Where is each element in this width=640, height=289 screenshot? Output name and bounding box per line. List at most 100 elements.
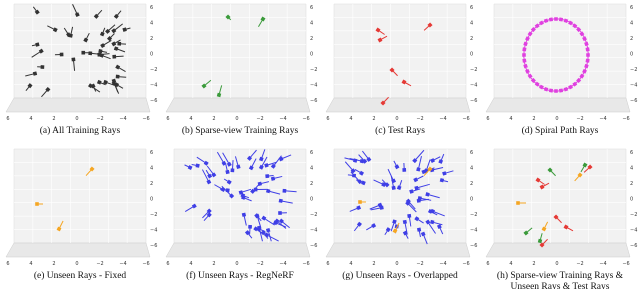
x-tick-label: −6: [462, 261, 469, 267]
camera: [584, 41, 589, 47]
camera: [539, 242, 545, 248]
camera: [539, 184, 545, 190]
x-tick-label: 6: [486, 261, 489, 267]
camera: [240, 193, 246, 198]
x-tick-label: 4: [189, 116, 192, 122]
z-tick-label: 0: [470, 52, 473, 58]
z-tick-label: 2: [470, 181, 473, 187]
z-tick-label: 6: [150, 5, 153, 11]
camera: [547, 167, 553, 173]
z-tick-label: 4: [310, 21, 313, 27]
camera: [100, 43, 106, 49]
camera: [572, 81, 578, 87]
z-tick-label: 4: [630, 21, 633, 27]
camera: [541, 226, 547, 232]
camera: [98, 49, 103, 54]
x-tick-label: 6: [6, 261, 9, 267]
ray: [260, 156, 268, 168]
camera: [522, 53, 526, 57]
camera: [195, 163, 200, 168]
ray: [113, 80, 119, 93]
z-tick-label: 6: [630, 150, 633, 156]
camera: [523, 41, 528, 47]
x-tick-label: 6: [6, 116, 9, 122]
ray: [414, 149, 425, 161]
z-tick-label: 4: [630, 166, 633, 172]
x-tick-label: −2: [416, 116, 423, 122]
camera: [389, 67, 395, 73]
ray: [369, 204, 381, 210]
z-tick-label: 4: [150, 166, 153, 172]
camera: [523, 230, 529, 236]
ray: [72, 4, 78, 15]
floor: [325, 97, 471, 113]
camera: [568, 20, 573, 26]
camera: [436, 224, 442, 229]
z-tick-label: 2: [150, 181, 153, 187]
camera: [392, 219, 397, 224]
z-tick-label: 6: [630, 5, 633, 11]
x-tick-label: 2: [52, 116, 55, 122]
z-tick-label: 2: [470, 36, 473, 42]
camera: [32, 71, 38, 76]
camera: [358, 200, 362, 204]
camera: [236, 164, 241, 169]
x-tick-label: −6: [622, 116, 629, 122]
camera: [253, 187, 258, 192]
floor: [325, 242, 471, 258]
camera: [248, 224, 252, 229]
caption: (a) All Training Rays: [40, 125, 121, 136]
camera: [582, 68, 587, 74]
camera: [350, 168, 356, 174]
camera: [201, 83, 207, 89]
camera: [362, 158, 368, 164]
ray: [344, 161, 354, 172]
camera: [203, 160, 209, 166]
camera: [534, 81, 540, 87]
camera: [525, 36, 530, 42]
x-tick-label: −4: [279, 261, 286, 267]
x-tick-label: −2: [576, 116, 583, 122]
camera: [409, 189, 414, 194]
x-tick-label: −2: [256, 261, 263, 267]
camera: [384, 182, 390, 188]
camera: [229, 193, 235, 199]
x-tick-label: 6: [326, 261, 329, 267]
camera: [587, 164, 593, 170]
x-tick-label: 6: [166, 261, 169, 267]
camera: [35, 42, 40, 47]
z-tick-label: 4: [470, 166, 473, 172]
camera: [111, 78, 117, 84]
x-tick-label: −4: [439, 116, 446, 122]
camera: [221, 160, 227, 166]
z-tick-label: −2: [630, 67, 637, 73]
camera: [258, 164, 264, 170]
camera: [586, 53, 590, 57]
z-tick-label: 4: [150, 21, 153, 27]
z-tick-label: 2: [150, 36, 153, 42]
caption: (e) Unseen Rays - Fixed: [34, 270, 127, 281]
camera: [56, 226, 62, 232]
camera: [273, 220, 278, 226]
z-tick-label: −4: [310, 228, 317, 234]
x-tick-label: 0: [395, 116, 398, 122]
ray: [284, 190, 297, 193]
ray: [417, 156, 422, 170]
x-tick-label: 2: [52, 261, 55, 267]
camera: [216, 92, 222, 98]
camera: [425, 219, 431, 225]
ray: [72, 59, 76, 71]
x-tick-label: −4: [599, 261, 606, 267]
x-tick-label: −4: [119, 116, 126, 122]
camera: [52, 27, 58, 33]
ray: [256, 215, 262, 228]
ray: [206, 165, 215, 176]
z-tick-label: −6: [630, 98, 637, 104]
x-tick-label: 6: [326, 116, 329, 122]
camera: [357, 179, 363, 185]
z-tick-label: −4: [630, 83, 637, 89]
caption: (f) Unseen Rays - RegNeRF: [186, 270, 294, 281]
caption: (g) Unseen Rays - Overlapped: [342, 270, 458, 281]
camera: [264, 232, 270, 238]
camera: [230, 168, 235, 173]
